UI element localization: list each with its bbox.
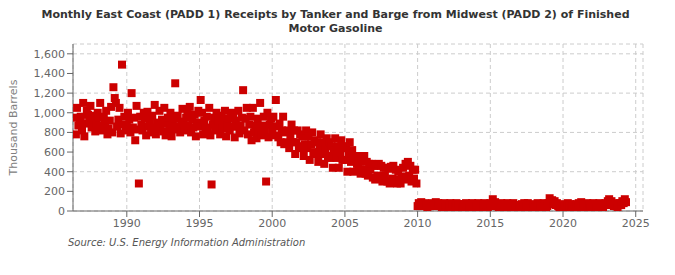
svg-text:2005: 2005 — [331, 217, 359, 230]
html-text:Motor Gasoline: Motor Gasoline — [288, 22, 383, 35]
svg-text:1990: 1990 — [113, 217, 141, 230]
svg-text:2025: 2025 — [622, 217, 650, 230]
svg-text:1,600: 1,600 — [34, 48, 66, 61]
svg-text:1,000: 1,000 — [34, 107, 66, 120]
svg-text:1995: 1995 — [186, 217, 214, 230]
svg-text:600: 600 — [44, 146, 65, 159]
svg-text:1,400: 1,400 — [34, 67, 66, 80]
svg-text:2015: 2015 — [476, 217, 504, 230]
svg-text:800: 800 — [44, 126, 65, 139]
svg-text:2010: 2010 — [404, 217, 432, 230]
svg-text:Thousand Barrels: Thousand Barrels — [8, 79, 20, 176]
svg-text:0: 0 — [58, 205, 65, 218]
html-text:Source: U.S. Energy Informatio: Source: U.S. Energy Information Administ… — [68, 237, 306, 248]
svg-text:400: 400 — [44, 166, 65, 179]
svg-text:200: 200 — [44, 185, 65, 198]
html-text:Monthly East Coast (PADD 1) Re: Monthly East Coast (PADD 1) Receipts by … — [41, 8, 630, 21]
svg-text:1,200: 1,200 — [34, 87, 66, 100]
svg-text:2020: 2020 — [549, 217, 577, 230]
svg-text:2000: 2000 — [258, 217, 286, 230]
